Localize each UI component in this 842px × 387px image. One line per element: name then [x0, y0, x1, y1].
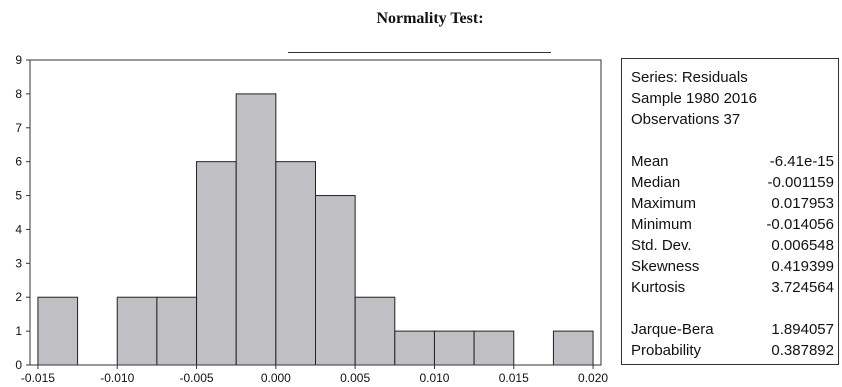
statistics-panel: Series: Residuals Sample 1980 2016 Obser…: [621, 58, 839, 365]
stat-value: -0.014056: [766, 216, 834, 233]
series-label: Series: Residuals: [631, 69, 748, 86]
histogram-bar: [275, 161, 317, 366]
x-tick-label: 0.005: [340, 371, 370, 385]
stat-value: -0.001159: [767, 174, 834, 191]
stat-row: Maximum 0.017953: [631, 193, 838, 214]
stat-row: Median -0.001159: [631, 172, 838, 193]
test-row: Probability 0.387892: [631, 340, 838, 361]
histogram-bar: [394, 330, 435, 366]
stat-value: 0.017953: [771, 195, 834, 212]
stat-label: Median: [631, 174, 681, 191]
histogram-bar: [552, 330, 594, 366]
x-tick-label: -0.005: [180, 371, 214, 385]
test-label: Probability: [631, 342, 702, 359]
stat-row: Kurtosis 3.724564: [631, 277, 838, 298]
histogram-bar: [433, 330, 475, 366]
stat-value: 3.724564: [771, 279, 834, 296]
histogram-bar: [354, 296, 396, 366]
y-tick-label: 2: [15, 290, 22, 304]
x-tick-label: -0.010: [100, 371, 134, 385]
x-tick-label: 0.020: [578, 371, 608, 385]
histogram-bar: [116, 296, 158, 366]
histogram-bar: [315, 195, 356, 366]
y-tick-label: 5: [15, 189, 22, 203]
test-label: Jarque-Bera: [631, 321, 714, 338]
x-tick-label: 0.000: [261, 371, 291, 385]
test-value: 0.387892: [771, 342, 834, 359]
normality-tests: Jarque-Bera 1.894057 Probability 0.387892: [631, 319, 838, 361]
x-tick-label: 0.010: [419, 371, 449, 385]
spacer: [631, 130, 838, 151]
test-value: 1.894057: [771, 321, 834, 338]
y-tick-label: 1: [15, 324, 22, 338]
stat-label: Mean: [631, 153, 669, 170]
histogram-bar: [235, 93, 277, 366]
stat-row: Skewness 0.419399: [631, 256, 838, 277]
histogram-bar: [473, 330, 515, 366]
plot-frame: [29, 59, 602, 366]
y-tick-label: 8: [15, 87, 22, 101]
stat-value: 0.006548: [771, 237, 834, 254]
stat-label: Maximum: [631, 195, 697, 212]
descriptive-stats: Mean -6.41e-15 Median -0.001159 Maximum 0.017…: [631, 151, 838, 298]
x-tick-label: 0.015: [499, 371, 529, 385]
stat-row: Std. Dev. 0.006548: [631, 235, 838, 256]
spacer: [631, 298, 838, 319]
stat-label: Skewness: [631, 258, 700, 275]
title-underline: [288, 52, 551, 53]
y-tick-label: 3: [15, 256, 22, 270]
test-row: Jarque-Bera 1.894057: [631, 319, 838, 340]
histogram-bar: [37, 296, 79, 366]
histogram-chart: 0 1 2 3 4 5 6 7 8 9 -0.015 -0.010 -0.005 0.000 0.005 0.…: [15, 53, 608, 385]
stat-value: -6.41e-15: [769, 153, 834, 170]
stat-row: Minimum -0.014056: [631, 214, 838, 235]
y-tick-label: 7: [15, 121, 22, 135]
y-tick-label: 4: [15, 222, 22, 236]
observations-label: Observations 37: [631, 111, 741, 128]
stat-label: Std. Dev.: [631, 237, 692, 254]
y-tick-label: 0: [15, 358, 22, 372]
stat-row: Mean -6.41e-15: [631, 151, 838, 172]
histogram-bar: [196, 161, 237, 366]
y-tick-label: 9: [15, 53, 22, 67]
stat-value: 0.419399: [771, 258, 834, 275]
stat-label: Kurtosis: [631, 279, 686, 296]
chart-title: Normality Test:: [376, 10, 484, 27]
sample-label: Sample 1980 2016: [631, 90, 757, 107]
stat-label: Minimum: [631, 216, 692, 233]
x-tick-label: -0.015: [21, 371, 55, 385]
y-tick-label: 6: [15, 155, 22, 169]
histogram-bar: [156, 296, 198, 366]
